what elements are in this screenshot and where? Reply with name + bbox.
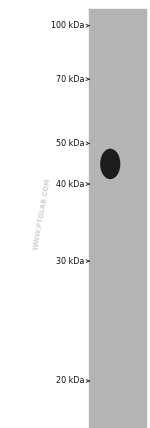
Text: 40 kDa: 40 kDa: [56, 179, 84, 189]
Text: WWW.PTGLAB.COM: WWW.PTGLAB.COM: [33, 178, 51, 250]
Text: 50 kDa: 50 kDa: [56, 139, 84, 148]
Bar: [89, 9, 146, 428]
Text: 70 kDa: 70 kDa: [56, 74, 84, 84]
Ellipse shape: [101, 149, 120, 178]
Text: 30 kDa: 30 kDa: [56, 256, 84, 266]
Text: 20 kDa: 20 kDa: [56, 376, 84, 386]
Text: 100 kDa: 100 kDa: [51, 21, 84, 30]
